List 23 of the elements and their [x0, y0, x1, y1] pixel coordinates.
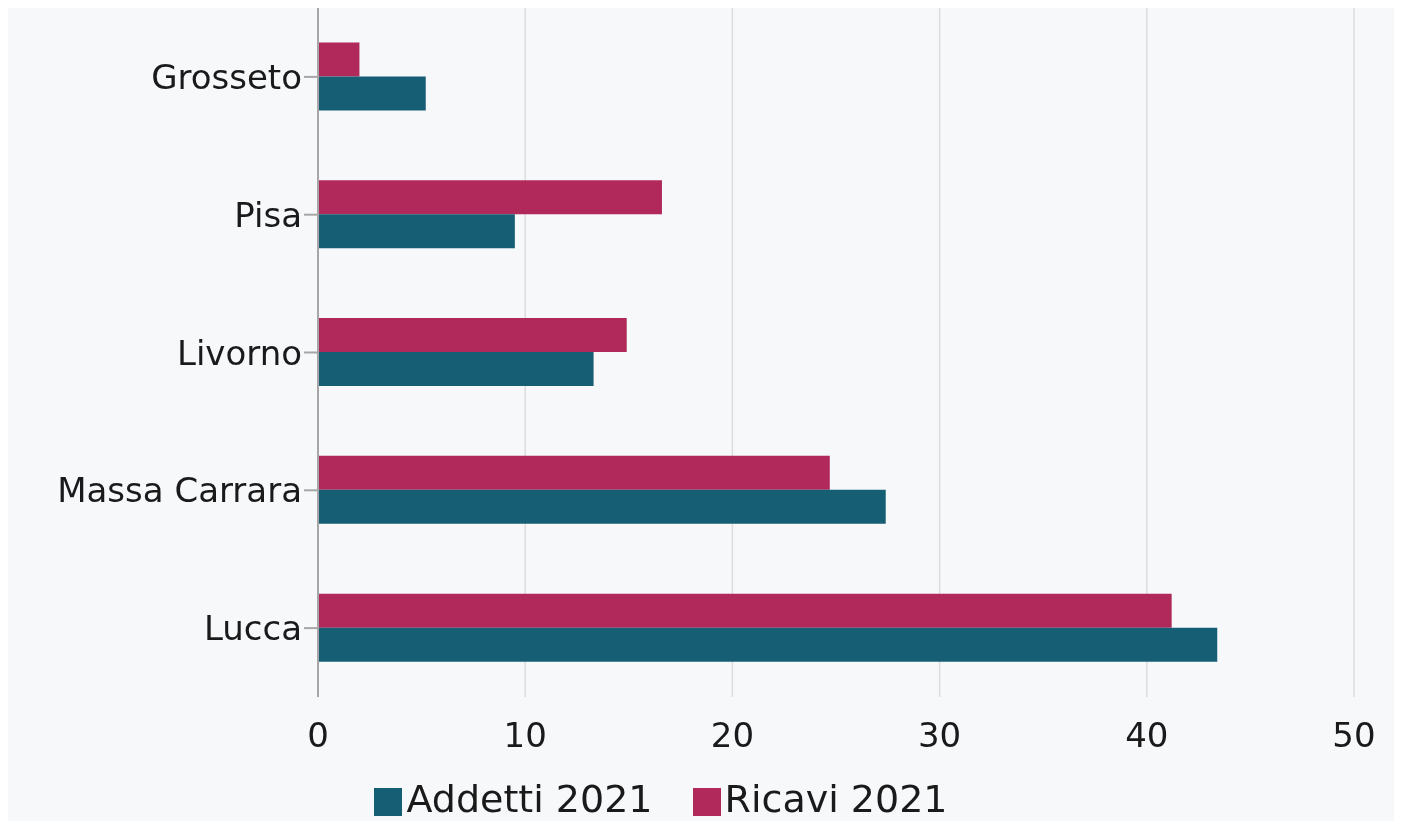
y-tick-label: Livorno	[176, 332, 302, 373]
y-tick-label: Massa Carrara	[57, 470, 302, 511]
x-tick-label: 10	[503, 715, 547, 756]
x-tick-label: 40	[1125, 715, 1169, 756]
x-tick-label: 20	[710, 715, 755, 756]
y-tick-label: Pisa	[234, 194, 302, 235]
bar	[318, 180, 662, 215]
bar	[318, 318, 627, 353]
x-tick-label: 0	[307, 715, 329, 756]
bar	[318, 214, 515, 249]
bar	[318, 42, 360, 77]
bar	[318, 627, 1218, 662]
x-tick-label: 50	[1332, 715, 1376, 756]
legend-label: Ricavi 2021	[724, 777, 948, 821]
bar	[318, 352, 594, 387]
x-tick-label: 30	[917, 715, 962, 756]
bar	[318, 489, 886, 524]
bar	[318, 76, 426, 111]
bar	[318, 455, 830, 490]
legend-label: Addetti 2021	[406, 777, 653, 821]
y-tick-label: Grosseto	[151, 56, 302, 97]
bar	[318, 593, 1172, 628]
y-tick-label: Lucca	[203, 608, 302, 649]
